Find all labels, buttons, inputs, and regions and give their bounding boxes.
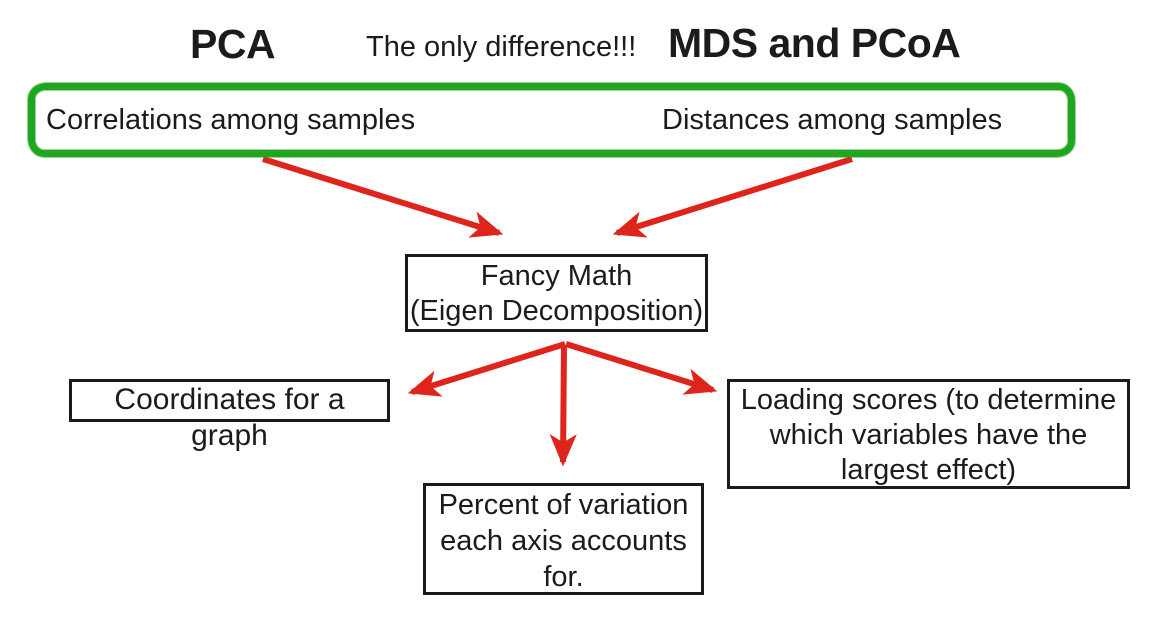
loading-scores-node: Loading scores (to determine which varia… xyxy=(727,379,1130,489)
loading-scores-line-3: largest effect) xyxy=(840,454,1017,486)
coordinates-node: Coordinates for a graph xyxy=(69,379,390,452)
fancy-math-node: Fancy Math (Eigen Decomposition) xyxy=(405,254,708,332)
fancy-math-line-1: Fancy Math xyxy=(480,260,633,292)
loading-scores-line-2: which variables have the xyxy=(769,419,1088,451)
pca-heading: PCA xyxy=(190,21,276,67)
arrow-fancy-math-to-loading-scores xyxy=(565,341,718,395)
arrow-fancy-math-to-coordinates xyxy=(407,341,566,397)
mds-pcoa-heading: MDS and PCoA xyxy=(668,20,961,66)
percent-variation-line-1: Percent of variation xyxy=(438,489,689,521)
arrow-fancy-math-to-percent-variation xyxy=(549,344,577,467)
arrow-distances-to-fancy-math xyxy=(612,156,853,238)
loading-scores-line-1: Loading scores (to determine xyxy=(740,384,1117,416)
distances-label: Distances among samples xyxy=(662,104,1003,136)
difference-note: The only difference!!! xyxy=(366,31,637,63)
percent-variation-node: Percent of variation each axis accounts … xyxy=(423,483,704,595)
difference-banner xyxy=(28,83,1075,157)
arrow-correlations-to-fancy-math xyxy=(262,156,504,238)
percent-variation-line-2: each axis accounts xyxy=(440,525,687,557)
percent-variation-line-3: for. xyxy=(543,561,584,593)
fancy-math-line-2: (Eigen Decomposition) xyxy=(409,295,704,327)
correlations-label: Correlations among samples xyxy=(46,104,416,136)
